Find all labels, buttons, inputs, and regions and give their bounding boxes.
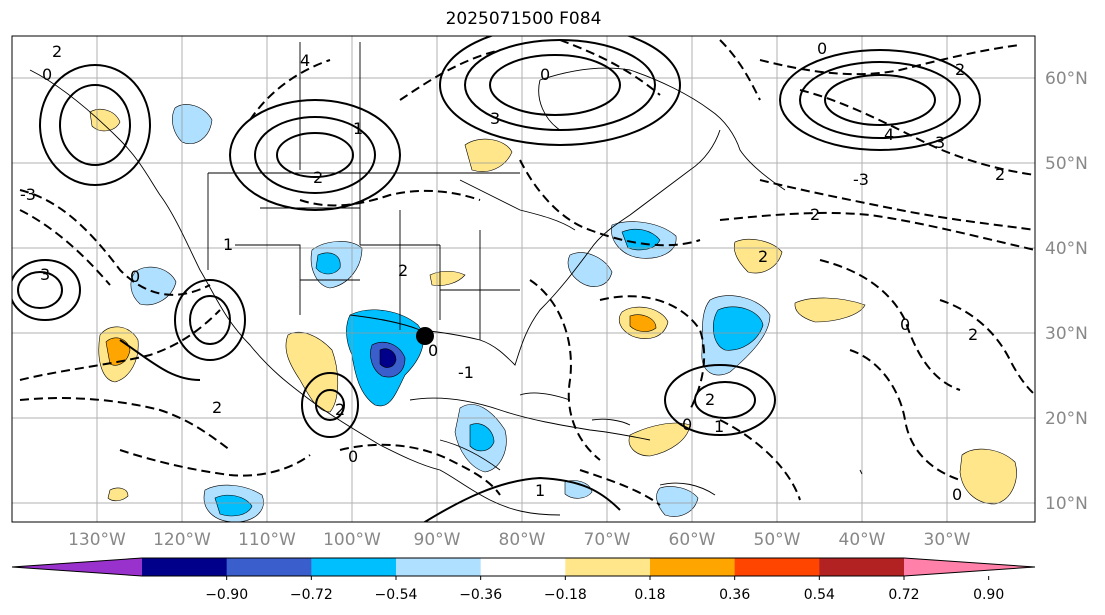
- lat-label: 50°N: [1045, 154, 1088, 174]
- contour-label: 2: [313, 168, 323, 187]
- contour-label: 1: [535, 481, 545, 500]
- contour-label: 2: [705, 390, 715, 409]
- contour-label: 2: [398, 261, 408, 280]
- contour-label: 0: [952, 485, 962, 504]
- contour-label: 0: [682, 415, 692, 434]
- colorbar-tick-label: −0.90: [205, 587, 248, 603]
- colorbar-segment: [311, 558, 397, 576]
- graticule: [12, 36, 1035, 522]
- colorbar-tick-label: 0.18: [634, 587, 665, 603]
- colorbar-segment: [819, 558, 905, 576]
- lon-label: 120°W: [153, 530, 211, 550]
- colorbar-segment: [396, 558, 482, 576]
- colorbar-tick-label: −0.72: [290, 587, 333, 603]
- contour-label: 0: [540, 65, 550, 84]
- contour-label: 1: [714, 417, 724, 436]
- contour-label: 2: [968, 325, 978, 344]
- colorbar: −0.90 −0.72 −0.54 −0.36 −0.18 0.18 0.36 0.54 0.7…: [11, 557, 1036, 603]
- contour-label: 2: [955, 60, 965, 79]
- lon-label: 50°W: [754, 530, 801, 550]
- colorbar-extend-low: [12, 558, 142, 576]
- contour-label: 2: [995, 165, 1005, 184]
- lat-label: 30°N: [1045, 324, 1088, 344]
- lon-label: 110°W: [238, 530, 296, 550]
- contour-labels: 2 0 4 3 2 1 0 0 2 4 3 -3 2 2 2 0 2 -1 0 …: [20, 39, 1005, 504]
- lon-label: 40°W: [839, 530, 886, 550]
- colorbar-segment: [650, 558, 736, 576]
- contour-label: 0: [817, 39, 827, 58]
- lat-label: 10°N: [1045, 494, 1088, 514]
- contour-label: -3: [20, 185, 36, 204]
- lon-label: 30°W: [924, 530, 971, 550]
- contour-label: 0: [428, 341, 438, 360]
- lat-label: 20°N: [1045, 409, 1088, 429]
- contour-label: -3: [853, 170, 869, 189]
- colorbar-segment: [226, 558, 312, 576]
- colorbar-tick-label: −0.54: [375, 587, 418, 603]
- longitude-labels: 130°W 120°W 110°W 100°W 90°W 80°W 70°W 6…: [68, 530, 971, 550]
- lon-label: 70°W: [584, 530, 631, 550]
- contour-label: 3: [935, 133, 945, 152]
- map-frame: [11, 35, 1036, 523]
- contour-label: 0: [42, 65, 52, 84]
- colorbar-tick-label: 0.90: [973, 587, 1004, 603]
- colorbar-segment: [565, 558, 651, 576]
- colorbar-tick-label: 0.72: [888, 587, 919, 603]
- latitude-labels: 60°N 50°N 40°N 30°N 20°N 10°N: [1045, 69, 1088, 514]
- map-panel: 2 0 4 3 2 1 0 0 2 4 3 -3 2 2 2 0 2 -1 0 …: [12, 36, 1035, 522]
- storm-center-marker: [416, 327, 434, 345]
- contour-label: 1: [353, 119, 363, 138]
- contour-label: 2: [335, 400, 345, 419]
- contour-label: 0: [130, 267, 140, 286]
- contour-label: -1: [458, 363, 474, 382]
- lon-label: 100°W: [323, 530, 381, 550]
- colorbar-tick-label: −0.18: [544, 587, 587, 603]
- colorbar-extend-high: [904, 558, 1035, 576]
- colorbar-segment: [142, 558, 228, 576]
- contour-label: 2: [52, 42, 62, 61]
- contour-label: 2: [810, 205, 820, 224]
- contour-label: 0: [900, 315, 910, 334]
- colorbar-segment: [734, 558, 820, 576]
- colorbar-outline: [11, 557, 1036, 577]
- colorbar-tick-label: −0.36: [459, 587, 502, 603]
- negative-contours: [19, 39, 1035, 506]
- contour-label: 0: [348, 447, 358, 466]
- contour-label: 3: [40, 265, 50, 284]
- colorbar-segment: [480, 558, 566, 576]
- lat-label: 40°N: [1045, 239, 1088, 259]
- colorbar-tick-label: 0.54: [804, 587, 835, 603]
- contour-label: 4: [300, 51, 310, 70]
- colorbar-tick-label: 0.36: [719, 587, 750, 603]
- contour-label: 3: [490, 109, 500, 128]
- positive-contours: [12, 36, 981, 522]
- lat-label: 60°N: [1045, 69, 1088, 89]
- contour-label: 2: [212, 398, 222, 417]
- lon-label: 60°W: [669, 530, 716, 550]
- lon-label: 90°W: [414, 530, 461, 550]
- lon-label: 80°W: [499, 530, 546, 550]
- contour-label: 4: [884, 125, 894, 144]
- contour-label: 1: [223, 235, 233, 254]
- map-title: 2025071500 F084: [445, 9, 602, 29]
- lon-label: 130°W: [68, 530, 126, 550]
- contour-label: 2: [758, 247, 768, 266]
